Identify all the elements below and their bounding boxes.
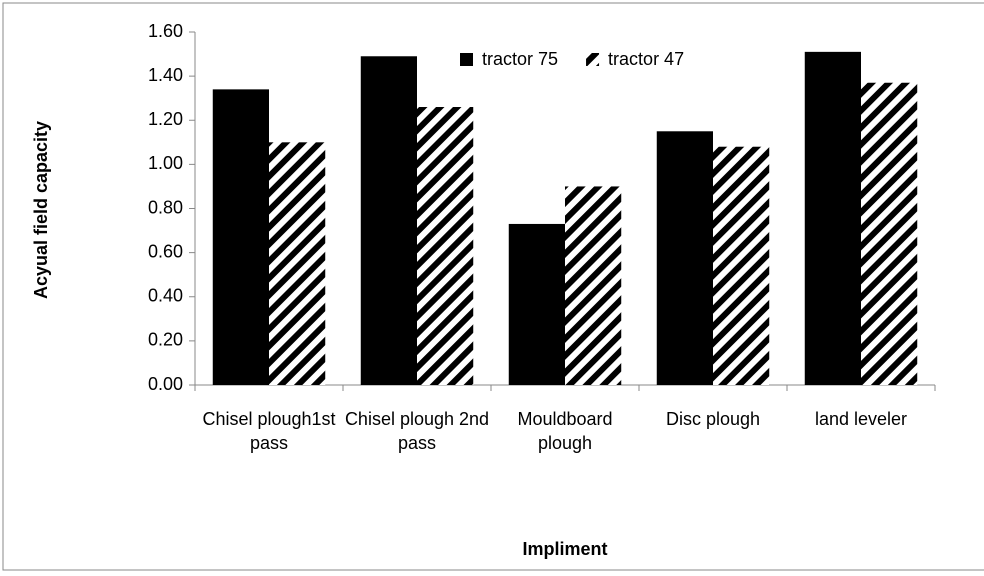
legend-label: tractor 47: [608, 49, 684, 69]
bar: [212, 89, 269, 386]
bar: [508, 223, 565, 385]
x-tick-label: land leveler: [814, 409, 908, 429]
y-tick-label: 0.40: [148, 286, 183, 306]
x-tick-label: Chisel plough 2nd pass: [344, 409, 490, 453]
legend-label: tractor 75: [482, 49, 558, 69]
y-tick-label: 1.20: [148, 109, 183, 129]
bar: [565, 186, 622, 385]
legend-swatch: [460, 53, 473, 66]
y-tick-label: 0.20: [148, 330, 183, 350]
bar: [269, 142, 326, 385]
x-axis-title: Impliment: [522, 539, 607, 559]
y-tick-label: 0.00: [148, 374, 183, 394]
x-tick-label: Mouldboard plough: [517, 409, 613, 453]
bar: [804, 51, 861, 385]
y-tick-label: 0.80: [148, 197, 183, 217]
legend-swatch: [586, 53, 600, 66]
bar: [360, 56, 417, 386]
x-tick-label: Disc plough: [665, 409, 761, 429]
y-tick-label: 1.00: [148, 153, 183, 173]
bar: [713, 146, 770, 385]
bar: [656, 131, 713, 385]
y-tick-label: 0.60: [148, 241, 183, 261]
bar: [861, 82, 918, 386]
y-tick-label: 1.60: [148, 21, 183, 41]
bar: [417, 107, 474, 385]
y-axis-title: Acyual field capacity: [31, 121, 51, 299]
y-tick-label: 1.40: [148, 65, 183, 85]
x-tick-label: Chisel plough1st pass: [202, 409, 336, 453]
